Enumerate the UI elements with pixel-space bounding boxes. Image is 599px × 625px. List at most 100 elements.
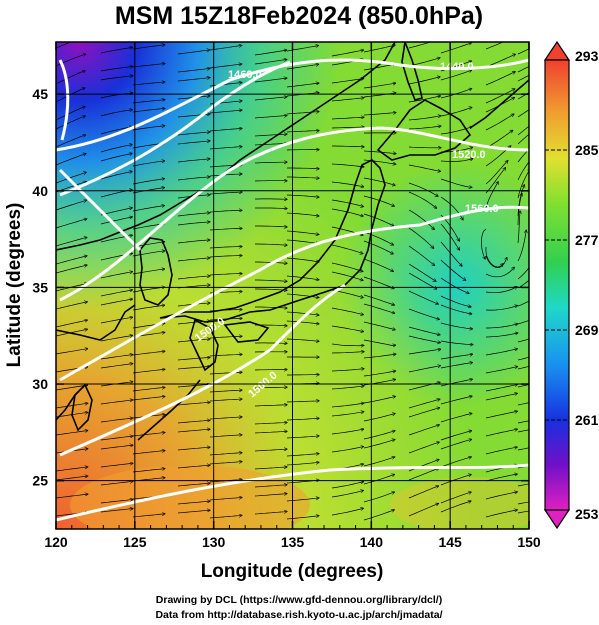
streamline [408,77,440,85]
streamline [100,93,133,99]
streamline [331,447,364,453]
streamline [254,50,287,56]
streamline [177,339,210,343]
streamline [132,451,165,455]
streamline [331,98,364,102]
streamline [56,265,87,274]
streamline [485,492,517,500]
streamline [132,108,165,113]
ryukyu-islands [137,379,201,441]
streamline [132,161,165,167]
streamline [331,244,363,254]
streamline [331,163,364,167]
streamline [440,223,460,250]
streamline [255,289,287,290]
contour-1440 [56,58,529,152]
streamline [363,414,395,422]
streamline [100,208,132,216]
streamline [132,126,165,131]
x-tick-label-130: 130 [202,534,226,550]
streamline [331,386,364,390]
streamline [56,403,88,409]
streamline [100,481,133,486]
colorbar-ticks: 293 285 277 269 261 253 [545,48,599,522]
streamline [485,349,517,356]
streamline [255,208,287,209]
streamline [485,168,506,194]
streamline [408,126,441,130]
y-tick-label-35: 35 [32,279,48,295]
streamline [56,256,87,265]
streamline [485,89,515,104]
streamline [517,74,529,82]
streamline [56,172,86,184]
streamline [440,413,472,423]
streamline [209,399,242,402]
streamline [100,299,132,306]
streamline [440,259,466,280]
streamline [254,431,287,434]
streamline [254,405,287,406]
streamline [209,498,242,501]
streamline [132,64,165,68]
streamline [209,515,242,519]
streamline [100,364,133,369]
streamline [254,423,287,425]
streamline [408,504,438,517]
y-tick-label-25: 25 [32,473,48,489]
streamline [177,276,210,280]
streamline [485,385,517,392]
streamline [177,447,210,451]
streamline [100,272,132,279]
streamline [132,100,165,104]
streamline [408,227,434,248]
credit-drawing: Drawing by DCL (https://www.gfd-dennou.o… [156,594,442,606]
streamline [132,45,165,50]
streamline [440,178,472,187]
streamline [56,476,88,481]
streamline [254,59,287,65]
streamline [331,482,363,489]
streamline [517,109,529,118]
streamline [363,213,394,226]
streamline [209,64,242,69]
streamline [209,228,242,231]
streamline [132,188,165,194]
streamline [363,258,393,272]
streamline [254,485,287,488]
streamline [177,357,210,361]
streamline [100,445,133,450]
streamline [408,147,441,148]
streamline [363,276,394,289]
streamline [363,294,394,305]
streamline [56,494,88,499]
contour-label-2: 1460.0 [228,69,262,81]
streamline [331,369,364,372]
streamline [440,379,472,387]
streamline [209,147,242,150]
contour-1500-a [59,283,346,457]
streamline [408,382,440,391]
streamline [209,417,242,420]
streamline [254,134,287,137]
hokkaido-coast [376,99,472,161]
streamline [485,429,517,437]
streamline [132,387,165,392]
shikoku-coast [223,321,270,343]
streamline [408,209,434,230]
streamline [56,237,87,247]
streamline [132,514,165,518]
streamline [56,116,85,130]
streamline [331,271,363,280]
streamline [254,162,287,163]
streamline [132,206,165,212]
streamline [517,402,529,406]
streamline [56,107,85,121]
streamline [408,349,441,355]
streamline [485,333,518,338]
colorbar-tick-label-285: 285 [575,142,599,158]
contour-1460 [59,60,291,197]
streamline [408,399,440,409]
streamline [363,457,395,467]
streamline [363,231,393,245]
